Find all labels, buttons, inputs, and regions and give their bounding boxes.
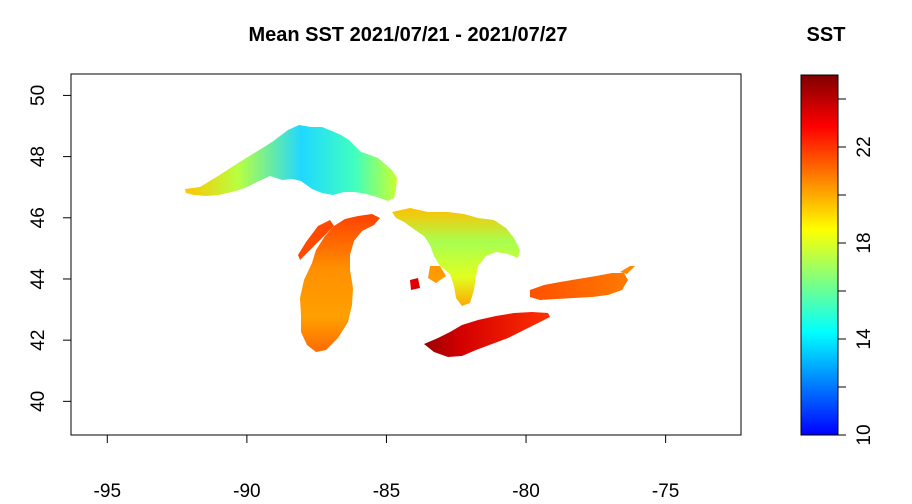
x-tick-label: -95 [94,481,121,502]
lake-huron [392,208,520,306]
lake-huron-saginaw-bay [428,266,446,283]
colorbar-tick-label: 10 [854,424,875,445]
x-tick-label: -80 [512,481,539,502]
y-tick-label: 44 [28,268,49,290]
x-axis: -95 -90 -85 -80 -75 [94,435,679,502]
x-tick-label: -75 [652,481,679,502]
y-tick-label: 40 [28,391,49,412]
y-axis: 40 42 44 46 48 50 [28,85,71,412]
colorbar-tick-label: 18 [854,232,875,253]
y-tick-label: 50 [28,85,49,106]
x-tick-label: -85 [373,481,400,502]
lake-michigan-green-bay [298,220,334,260]
lake-superior [185,125,397,201]
colorbar [800,74,839,436]
lake-michigan [300,214,380,352]
y-tick-label: 42 [28,330,49,351]
st-lawrence-outflow [620,266,635,274]
legend-title: SST [807,24,846,46]
map-title: Mean SST 2021/07/21 - 2021/07/27 [248,24,567,46]
colorbar-tick-label: 22 [854,136,875,157]
y-tick-label: 46 [28,207,49,228]
colorbar-axis: 10 14 18 22 [838,98,875,446]
map-plot-frame [70,73,742,436]
x-tick-label: -90 [233,481,260,502]
colorbar-tick-label: 14 [854,328,875,350]
y-tick-label: 48 [28,146,49,167]
lakes-layer [185,125,635,357]
lake-erie [424,312,550,357]
lake-ontario [530,273,628,300]
lake-st-clair [410,278,420,290]
